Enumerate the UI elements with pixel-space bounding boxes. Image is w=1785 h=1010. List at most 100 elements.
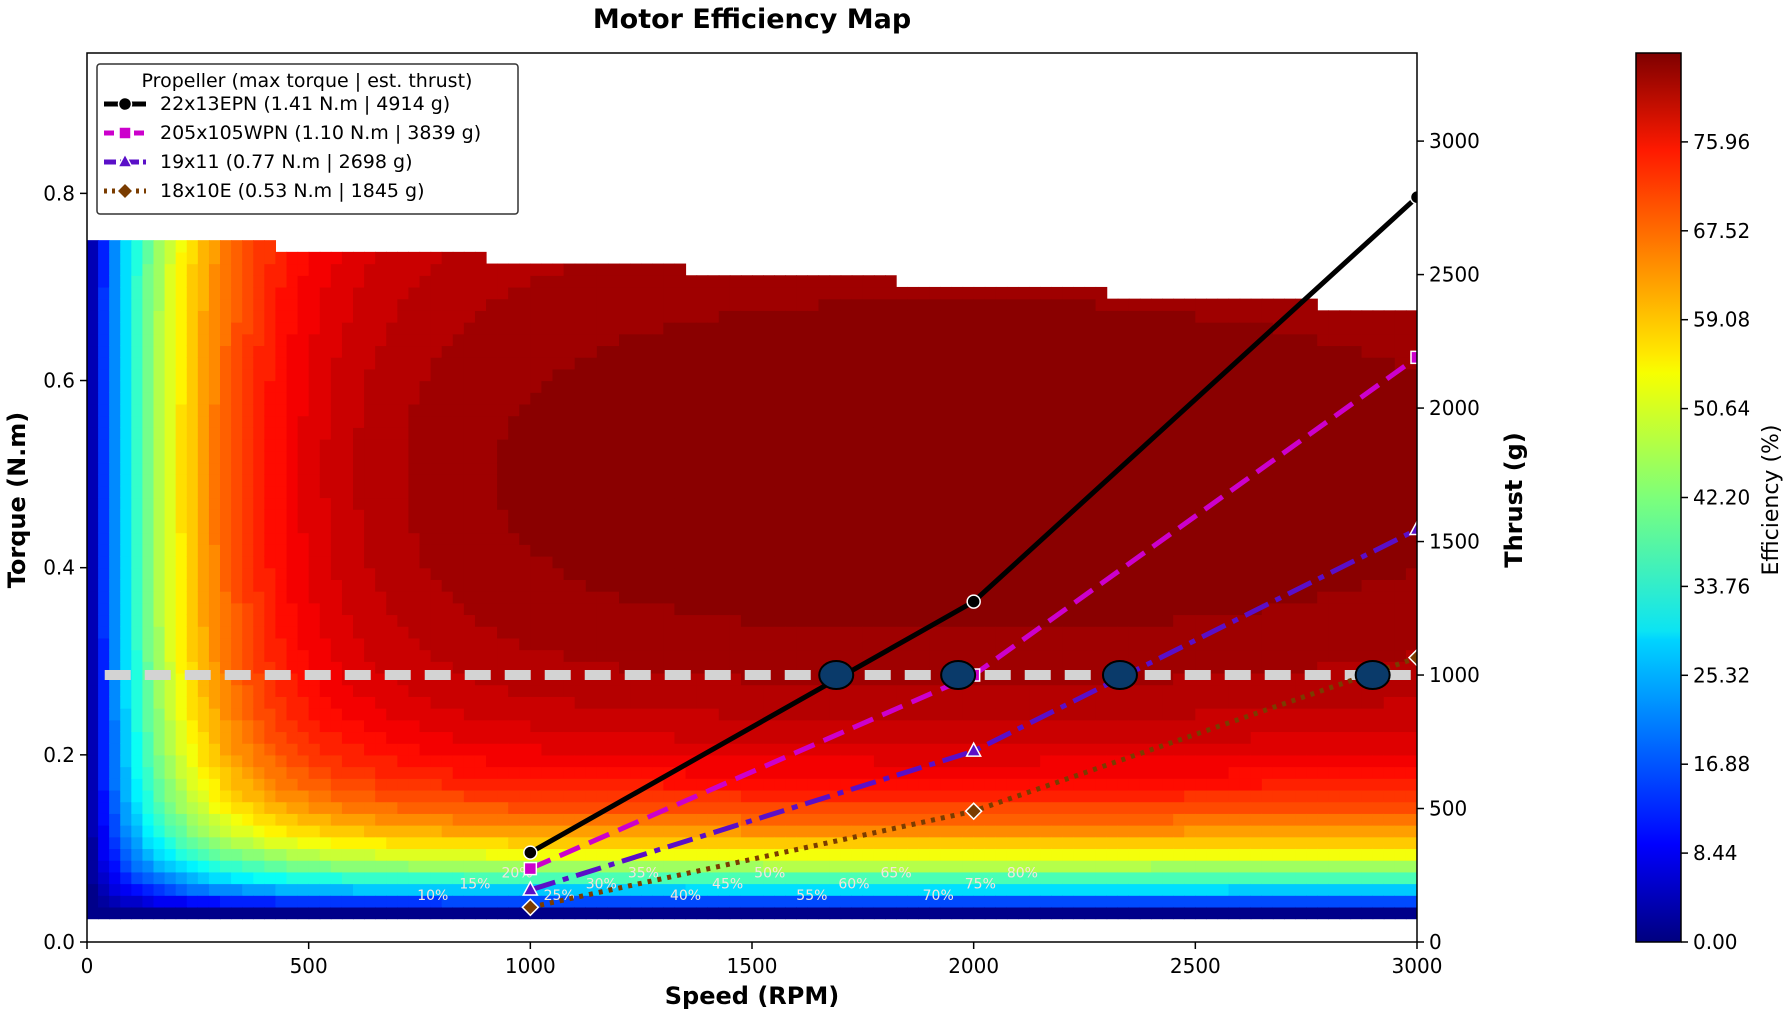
heatmap-cell: [851, 766, 864, 779]
heatmap-cell: [264, 251, 277, 265]
heatmap-cell: [685, 895, 698, 908]
heatmap-cell: [353, 825, 365, 838]
heatmap-cell: [552, 345, 565, 358]
heatmap-cell: [1029, 345, 1041, 358]
heatmap-cell: [563, 871, 576, 885]
heatmap-cell: [984, 298, 997, 311]
heatmap-cell: [630, 333, 642, 347]
heatmap-cell: [286, 766, 299, 779]
heatmap-cell: [220, 649, 232, 662]
heatmap-cell: [275, 368, 288, 382]
heatmap-cell: [452, 871, 465, 885]
heatmap-cell: [574, 672, 587, 686]
heatmap-cell: [652, 836, 664, 850]
heatmap-cell: [530, 485, 543, 499]
heatmap-cell: [718, 591, 731, 604]
heatmap-cell: [785, 474, 797, 487]
heatmap-cell: [962, 871, 975, 885]
heatmap-cell: [630, 836, 642, 850]
heatmap-cell: [962, 825, 975, 838]
heatmap-cell: [1006, 497, 1019, 510]
heatmap-cell: [685, 485, 698, 499]
heatmap-cell: [585, 509, 598, 522]
heatmap-cell: [1018, 345, 1030, 358]
heatmap-cell: [1018, 392, 1030, 405]
heatmap-cell: [441, 263, 454, 276]
heatmap-cell: [397, 684, 410, 697]
heatmap-cell: [441, 450, 454, 464]
heatmap-cell: [197, 380, 210, 393]
heatmap-cell: [585, 743, 598, 756]
heatmap-cell: [164, 696, 177, 709]
heatmap-cell: [530, 520, 543, 534]
heatmap-cell: [729, 789, 742, 803]
heatmap-cell: [929, 310, 942, 323]
heatmap-cell: [186, 450, 199, 464]
heatmap-cell: [275, 485, 288, 499]
heatmap-cell: [541, 848, 554, 861]
heatmap-cell: [718, 895, 731, 908]
heatmap-cell: [208, 719, 221, 733]
heatmap-cell: [297, 860, 310, 873]
heatmap-cell: [375, 415, 387, 428]
heatmap-cell: [452, 778, 465, 791]
heatmap-cell: [962, 298, 975, 311]
heatmap-cell: [619, 509, 631, 522]
heatmap-cell: [419, 801, 432, 814]
heatmap-cell: [308, 415, 321, 428]
heatmap-cell: [186, 731, 199, 744]
heatmap-cell: [663, 415, 676, 428]
heatmap-cell: [408, 368, 421, 382]
heatmap-cell: [574, 403, 587, 417]
heatmap-cell: [652, 286, 664, 300]
heatmap-cell: [131, 813, 144, 826]
heatmap-cell: [397, 251, 410, 265]
heatmap-cell: [175, 836, 188, 850]
heatmap-cell: [840, 743, 853, 756]
heatmap-cell: [530, 871, 543, 885]
heatmap-cell: [763, 509, 775, 522]
heatmap-cell: [164, 497, 177, 510]
heatmap-cell: [729, 520, 742, 534]
heatmap-cell: [231, 696, 243, 709]
heatmap-cell: [220, 275, 232, 288]
heatmap-cell: [1029, 871, 1041, 885]
heatmap-cell: [364, 333, 376, 347]
heatmap-cell: [896, 462, 908, 475]
heatmap-cell: [740, 345, 753, 358]
heatmap-cell: [763, 895, 775, 908]
heatmap-cell: [231, 532, 243, 545]
heatmap-cell: [319, 661, 332, 674]
heatmap-cell: [164, 368, 177, 382]
heatmap-cell: [630, 532, 642, 545]
heatmap-cell: [973, 368, 986, 382]
heatmap-cell: [386, 392, 398, 405]
heatmap-cell: [1051, 450, 1063, 464]
heatmap-cell: [497, 497, 509, 510]
heatmap-cell: [574, 345, 587, 358]
heatmap-cell: [984, 380, 997, 393]
heatmap-cell: [696, 275, 709, 288]
heatmap-cell: [740, 778, 753, 791]
heatmap-cell: [164, 474, 177, 487]
heatmap-cell: [563, 754, 576, 768]
heatmap-cell: [308, 275, 321, 288]
heatmap-cell: [131, 333, 144, 347]
heatmap-cell: [220, 789, 232, 803]
heatmap-cell: [109, 836, 121, 850]
heatmap-cell: [1006, 439, 1019, 452]
heatmap-cell: [242, 532, 254, 545]
heatmap-cell: [752, 696, 764, 709]
heatmap-cell: [275, 860, 288, 873]
heatmap-cell: [508, 380, 520, 393]
heatmap-cell: [308, 637, 321, 651]
heatmap-cell: [1051, 801, 1063, 814]
heatmap-cell: [286, 649, 299, 662]
heatmap-cell: [585, 637, 598, 651]
heatmap-cell: [142, 462, 155, 475]
heatmap-cell: [752, 403, 764, 417]
heatmap-cell: [186, 825, 199, 838]
heatmap-cell: [208, 251, 221, 265]
heatmap-cell: [408, 322, 421, 335]
heatmap-cell: [763, 708, 775, 721]
